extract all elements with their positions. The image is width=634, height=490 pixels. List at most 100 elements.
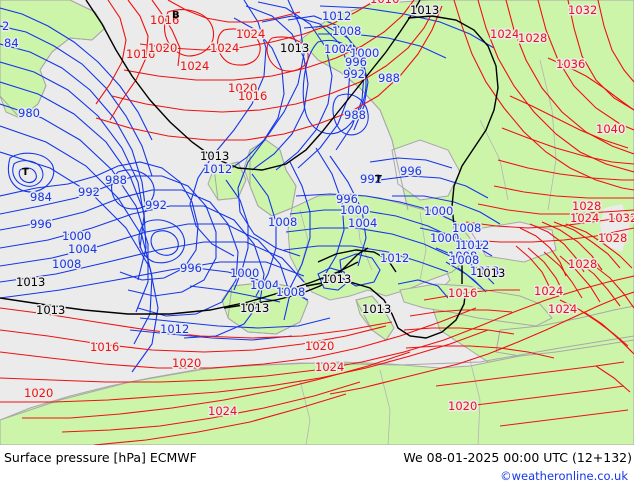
contour-label-halo: 1024 [208,404,237,418]
contour-label: 1040 [596,122,625,136]
line-1013-russia [407,15,499,284]
contour-label: 1012 [322,9,351,23]
contour-label-halo: 988 [378,71,400,85]
isobar-1012-east [457,267,487,293]
contour-label: 1024 [570,211,599,225]
isobar-1008-top [318,33,447,59]
pressure-center-markers: T B T [22,10,382,185]
isobar-976-closed [12,160,44,187]
contour-label-halo: 1008 [268,215,297,229]
contour-label: 1004 [348,216,377,230]
isobar-1008-biscay [189,285,281,303]
contour-label-halo: 1013 [36,303,65,317]
border-libya-e [469,359,481,445]
contour-label: 1024 [210,41,239,55]
contour-label: 996 [400,164,422,178]
isobar-1028d-ru [469,227,634,243]
pressure-center-low-marker: T [22,167,29,178]
isobar-1016-nw [95,0,127,105]
pressure-center-low-marker: B [172,10,180,21]
contour-label-halo: 1013 [322,272,351,286]
contour-label: 1004 [250,278,279,292]
isobar-996-east [392,195,501,225]
contour-label-halo: 1040 [596,122,625,136]
contour-label: 1024 [534,284,563,298]
contour-label-halo: 996 [30,217,52,231]
contour-label: 1028 [598,231,627,245]
contour-label: 1013 [200,149,229,163]
footer-title: Surface pressure [hPa] ECMWF [4,450,197,465]
isobar-1024b-afr [22,351,411,419]
isobar-1020-turkey [409,309,513,317]
contour-label-halo: 1013 [280,41,309,55]
isobar-1032-ru [537,0,634,131]
contour-label-halo: 992 [145,198,167,212]
isobar-1008-west [237,0,305,257]
contour-label-halo: 1016 [90,340,119,354]
isobar-1016b-atl [0,325,387,353]
isobar-1004b [0,241,305,283]
contour-label: 1008 [276,285,305,299]
isobar-1000-north [261,15,351,169]
contour-label: 1008 [268,215,297,229]
contour-label: 1016 [448,286,477,300]
contour-label-halo: 1024 [210,41,239,55]
isobar-1024c [95,5,443,141]
contour-label-halo: 1013 [16,275,45,289]
contour-label: 1008 [332,24,361,38]
isobar-1020-atl [0,307,477,369]
isobar-1020b-turkey [403,327,515,335]
border-algeria-e [379,369,391,445]
isobar-992a [0,103,149,313]
isobar-988-baltic [369,157,453,169]
map-footer: Surface pressure [hPa] ECMWF We 08-01-20… [0,445,634,490]
isobar-1008-ce-a [225,179,249,291]
contour-label: 1020 [448,399,477,413]
isobar-inner-small [150,230,179,256]
line-1013-italy [305,281,467,339]
contour-label-halo: 1008 [276,285,305,299]
isobar-1040b-ru [497,159,634,181]
isobar-1012-alps [339,253,381,287]
isobar-1020b [139,0,377,51]
contour-label-halo: 1024 [180,59,209,73]
contour-label: 1004 [68,242,97,256]
isobar-1024-closed-n2 [266,36,309,72]
isobar-cauc-5 [565,223,633,269]
coast-baltic [391,139,461,201]
contour-label: 1020 [148,41,177,55]
contour-label-halo: 1004 [68,242,97,256]
contour-label-halo: 996 [400,164,422,178]
contour-label: 1013 [410,3,439,17]
contour-label-halo: 1004 [250,278,279,292]
isobar-1036-ru [597,0,634,83]
isobar-988-iceland [111,169,155,210]
contour-label-halo: 84 [4,36,19,50]
contour-label: 1024 [315,360,344,374]
contour-label: 1016 [90,340,119,354]
line-1013-alps [317,249,397,273]
contour-label: 992 [145,198,167,212]
contour-label: 992 [343,67,365,81]
isobar-arabia [595,365,631,393]
contour-label: 992 [360,172,382,186]
contour-label: 1013 [36,303,65,317]
contour-label-halo: 1024 [534,284,563,298]
isobar-1032c-ru [477,203,634,215]
surface-pressure-map[interactable]: 2 2 84 84 980 980 1016 1016 1016 1016 1020 1020 1020… [0,0,634,445]
contour-label: 988 [344,108,366,122]
contour-label: 1020 [172,356,201,370]
contour-label-halo: 1024 [236,27,265,41]
contour-label-halo: 1012 [460,238,489,252]
isobar-cauc-10 [575,259,621,307]
contour-label-halo: 1000 [62,229,91,243]
contour-label-halo: 1020 [448,399,477,413]
contour-label-halo: 996 [180,261,202,275]
isobar-1008-north [245,5,309,171]
sea-baltic [392,140,460,200]
isobar-cauc-6 [515,245,551,289]
map-canvas: 2284849809801016101610161016102010201020… [0,0,634,445]
contour-label: 1013 [470,264,499,278]
contour-label: 1013 [240,301,269,315]
contour-label: 1013 [16,275,45,289]
